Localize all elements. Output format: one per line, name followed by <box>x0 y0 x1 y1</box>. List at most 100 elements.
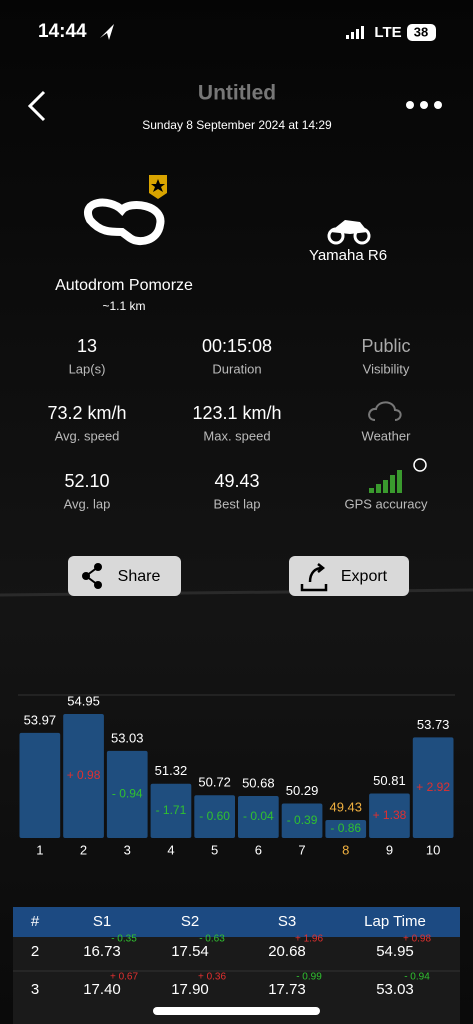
lap-number: 6 <box>255 842 262 857</box>
home-indicator <box>153 1007 320 1015</box>
lap-value: 50.29 <box>286 783 319 798</box>
more-button[interactable] <box>406 101 442 109</box>
weather-icon <box>368 401 402 421</box>
share-icon <box>82 563 102 589</box>
cell: 17.73 <box>268 981 306 998</box>
stat-label: Best lap <box>214 496 261 511</box>
stat-value: 73.2 km/h <box>47 403 126 423</box>
lap-delta: - 1.71 <box>156 803 187 817</box>
cell: 2 <box>31 943 39 960</box>
network: LTE <box>374 24 401 41</box>
lap-bar <box>106 750 148 838</box>
column-header: Lap Time <box>364 913 426 930</box>
battery-level: 38 <box>414 24 428 39</box>
share-label: Share <box>118 568 161 585</box>
lap-value: 53.73 <box>417 717 450 732</box>
cell: 17.54 <box>171 943 209 960</box>
info-icon[interactable] <box>413 458 427 472</box>
lap-value: 53.97 <box>24 712 57 727</box>
lap-bar <box>412 737 454 838</box>
location-icon <box>100 24 114 40</box>
lap-delta: + 0.98 <box>67 768 101 782</box>
cell: 17.40 <box>83 981 121 998</box>
cell-delta: - 0.94 <box>404 972 430 983</box>
export-label: Export <box>341 568 388 585</box>
signal-icon <box>346 26 364 39</box>
lap-number: 1 <box>36 842 43 857</box>
bike-name: Yamaha R6 <box>309 247 387 264</box>
lap-delta: - 0.94 <box>112 787 143 801</box>
track-icon <box>84 198 165 246</box>
lap-bar <box>19 732 61 838</box>
track-name: Autodrom Pomorze <box>55 277 193 294</box>
lap-value: 51.32 <box>155 763 188 778</box>
lap-delta: - 0.60 <box>199 809 230 823</box>
lap-value: 50.81 <box>373 773 406 788</box>
cell-delta: + 0.98 <box>403 934 432 945</box>
lap-bar <box>63 714 104 838</box>
stat-value: 123.1 km/h <box>192 403 281 423</box>
cell-delta: - 0.35 <box>111 934 137 945</box>
export-icon <box>300 563 328 592</box>
lap-value: 49.43 <box>329 799 362 814</box>
stat-label: Lap(s) <box>69 361 106 376</box>
table-header <box>13 907 460 937</box>
cell: 54.95 <box>376 943 414 960</box>
cell-delta: + 0.67 <box>110 972 139 983</box>
lap-value: 50.68 <box>242 775 275 790</box>
stat-label: Duration <box>212 361 261 376</box>
back-button[interactable] <box>27 90 46 122</box>
cell: 16.73 <box>83 943 121 960</box>
lap-number: 10 <box>426 842 440 857</box>
lap-bar <box>281 803 323 838</box>
lap-bar <box>325 820 367 838</box>
lap-number: 5 <box>211 842 218 857</box>
bike-icon <box>327 220 371 245</box>
cell-delta: + 1.96 <box>295 934 324 945</box>
column-header: S1 <box>93 913 111 930</box>
lap-delta: - 0.86 <box>330 821 361 835</box>
stat-value: Public <box>361 336 410 356</box>
stat-label: Weather <box>362 428 412 443</box>
stat-label: GPS accuracy <box>344 496 428 511</box>
lap-delta: - 0.39 <box>287 813 318 827</box>
clock: 14:44 <box>38 21 87 42</box>
lap-number: 3 <box>124 842 131 857</box>
stat-label: Avg. lap <box>64 496 111 511</box>
gps-bars <box>369 470 402 493</box>
column-header: S2 <box>181 913 199 930</box>
stat-label: Max. speed <box>203 428 270 443</box>
stat-value: 52.10 <box>64 471 109 491</box>
lap-number: 2 <box>80 842 87 857</box>
lap-bar <box>238 795 279 838</box>
lap-value: 54.95 <box>67 693 100 708</box>
cell: 3 <box>31 981 39 998</box>
column-header: S3 <box>278 913 296 930</box>
cell: 20.68 <box>268 943 306 960</box>
track-length: ~1.1 km <box>102 299 145 313</box>
lap-delta: - 0.04 <box>243 809 274 823</box>
cell-delta: - 0.99 <box>296 972 322 983</box>
lap-bar <box>369 793 410 838</box>
lap-number: 7 <box>298 842 305 857</box>
cell: 53.03 <box>376 981 414 998</box>
subtitle: Sunday 8 September 2024 at 14:29 <box>142 118 332 132</box>
stat-value: 13 <box>77 336 97 356</box>
lap-bar <box>150 783 192 838</box>
stat-value: 00:15:08 <box>202 336 272 356</box>
column-header: # <box>31 913 40 930</box>
title: Untitled <box>198 82 276 105</box>
lap-number: 9 <box>386 842 393 857</box>
cell-delta: + 0.36 <box>198 972 227 983</box>
cell-delta: - 0.63 <box>199 934 225 945</box>
lap-delta: + 2.92 <box>416 780 450 794</box>
lap-value: 50.72 <box>198 775 231 790</box>
lap-number: 8 <box>342 842 349 857</box>
battery-icon <box>407 24 436 41</box>
stat-value: 49.43 <box>214 471 259 491</box>
lap-value: 53.03 <box>111 730 144 745</box>
lap-bar <box>194 795 235 838</box>
stat-label: Visibility <box>363 361 410 376</box>
